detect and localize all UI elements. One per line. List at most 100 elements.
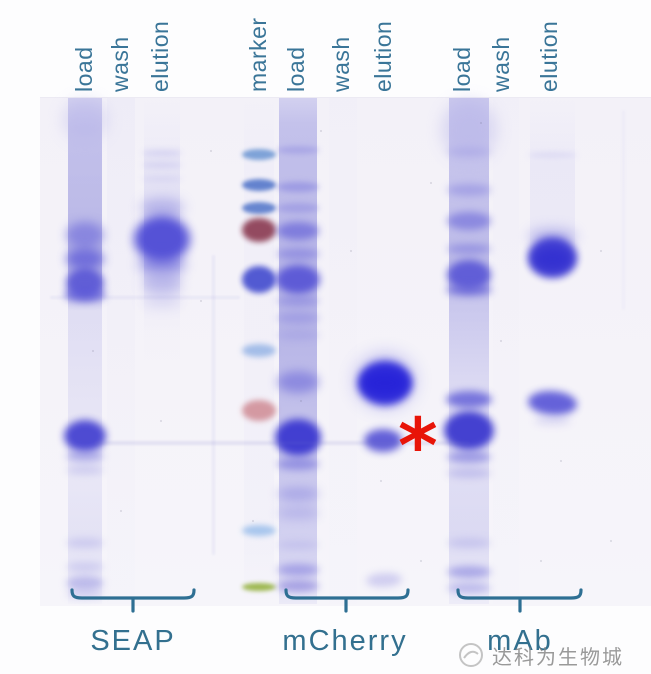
gel-band [277,507,319,519]
gel-band [242,400,276,421]
gel-band [447,468,491,478]
brace-mCherry [284,588,410,613]
group-label-mAb: mAb [487,625,553,657]
lane-label-wash: wash [488,36,514,92]
gel-band [444,411,494,450]
gel-band [277,458,319,470]
gel-band [533,247,572,271]
gel-band [447,566,491,578]
gel-artifact [212,255,215,555]
gel-band [66,576,104,590]
gel-speckle [300,400,302,402]
gel-lane-mab-load [442,98,496,604]
lane-label-marker: marker [245,17,271,92]
gel-band [277,146,319,154]
gel-speckle [420,560,422,562]
gel-band [242,525,276,536]
gel-band [242,202,276,214]
gel-speckle [160,420,162,422]
gel-lane-mcherry-elution [356,98,414,604]
watermark-text: 达科为生物城 [492,646,624,669]
gel-speckle [500,340,502,342]
gel-band [447,148,491,156]
group-braces [70,588,583,613]
gel-band [142,176,182,182]
gel-band [447,184,491,196]
asterisk-annotation: * [398,401,438,490]
gel-band [277,248,319,260]
brace-mAb [456,588,583,613]
gel-sheet [40,97,651,606]
lane-label-elution: elution [536,20,562,92]
gel-speckle [600,250,602,252]
group-label-mCherry: mCherry [282,625,408,657]
lane-label-load: load [71,46,97,92]
gel-band [277,580,319,592]
gel-band [66,248,104,270]
lane-label-wash: wash [107,36,133,92]
gel-band [277,222,319,240]
gel-artifact [50,296,240,299]
gel-band [277,182,319,192]
gel-speckle [120,510,122,512]
gel-band [447,538,491,548]
gel-band [446,391,492,408]
gel-band [138,254,186,274]
gel-band [66,466,104,474]
gel-lane-seap-wash [107,98,135,604]
gel-band [242,266,276,293]
gel-band [242,179,276,191]
gel-band [277,564,319,576]
gel-band [442,100,496,160]
gel-band [142,162,182,168]
gel-band [64,288,106,302]
gel-band [242,583,276,591]
gel-lane-mab-elution [527,98,578,604]
gel-speckle [610,540,612,542]
gel-band [277,203,319,213]
gel-speckle [200,300,202,302]
gel-band [277,487,319,501]
gel-band [277,312,319,324]
gel-speckle [210,150,212,152]
gel-band [242,344,276,357]
gel-artifact [95,441,470,445]
gel-band [277,330,319,340]
gel-band [447,244,491,254]
gel-artifact [622,110,625,310]
gel-speckle [430,182,432,184]
gel-band [242,218,276,242]
gel-speckle [350,250,352,252]
lane-label-elution: elution [370,20,396,92]
gel-band [528,152,577,158]
gel-band [275,419,321,456]
gel-band [66,450,104,462]
lane-label-elution: elution [147,20,173,92]
gel-band [277,541,319,549]
gel-band [534,417,571,425]
gel-lane-mab-wash [493,98,519,604]
gel-lane-marker [242,98,276,604]
gel-band [242,149,276,160]
gel-band [142,294,182,308]
gel-speckle [560,460,562,462]
gel-speckle [380,480,382,482]
gel-band [277,296,319,306]
gel-band [64,420,106,452]
gel-band [447,451,491,463]
gel-band [447,583,491,593]
gel-speckle [540,560,542,562]
gel-speckle [252,520,254,522]
gel-band [447,212,491,230]
lane-label-wash: wash [328,36,354,92]
gel-band [277,371,319,393]
gel-lane-mcherry-wash [329,98,357,604]
gel-band [66,222,104,248]
gel-band [276,265,320,294]
gel-speckle [320,130,322,132]
brace-SEAP [70,588,196,613]
gel-band [140,198,184,218]
gel-speckle [92,350,94,352]
gel-band [63,100,107,140]
